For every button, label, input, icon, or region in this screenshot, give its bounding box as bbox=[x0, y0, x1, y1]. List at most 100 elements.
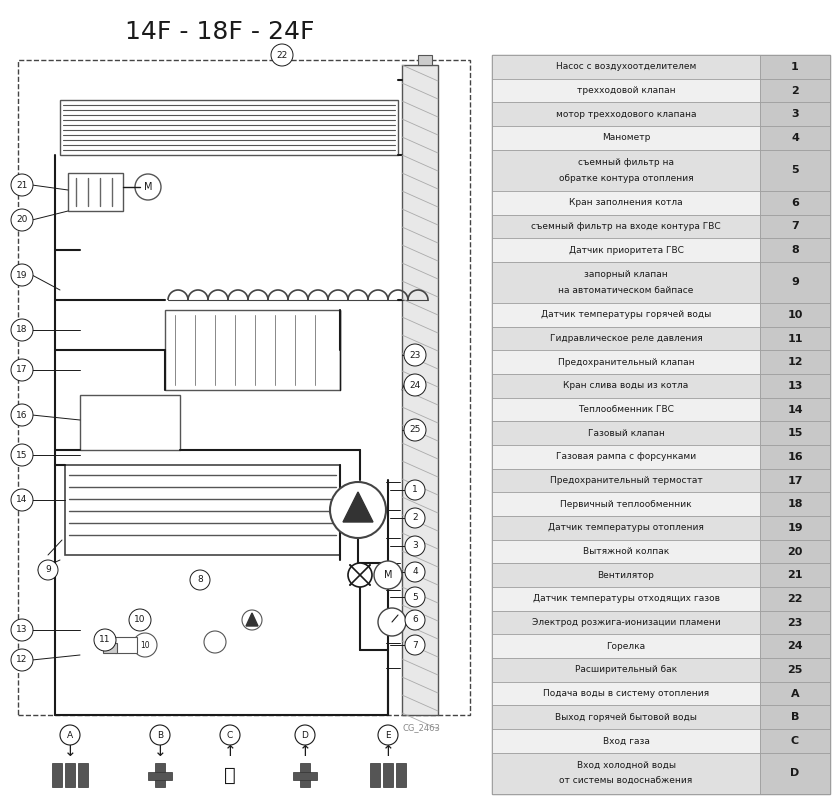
Bar bbox=[492, 262, 760, 303]
Text: 14: 14 bbox=[787, 404, 803, 415]
Polygon shape bbox=[246, 613, 258, 626]
Text: 6: 6 bbox=[412, 615, 418, 625]
Text: 19: 19 bbox=[16, 271, 28, 280]
Bar bbox=[370, 763, 380, 787]
Bar bbox=[760, 215, 830, 238]
Text: 25: 25 bbox=[409, 426, 421, 435]
Bar bbox=[165, 310, 340, 390]
Bar bbox=[760, 191, 830, 215]
Text: 5: 5 bbox=[791, 165, 799, 175]
Text: 1: 1 bbox=[791, 62, 799, 72]
Circle shape bbox=[60, 725, 80, 745]
Text: Электрод розжига-ионизации пламени: Электрод розжига-ионизации пламени bbox=[531, 618, 721, 627]
Text: Гидравлическое реле давления: Гидравлическое реле давления bbox=[550, 334, 702, 343]
Circle shape bbox=[135, 174, 161, 200]
Text: 22: 22 bbox=[787, 594, 803, 604]
Bar bbox=[492, 469, 760, 492]
Bar bbox=[300, 763, 310, 787]
Circle shape bbox=[404, 374, 426, 396]
Circle shape bbox=[38, 560, 58, 580]
Circle shape bbox=[405, 536, 425, 556]
Text: M: M bbox=[384, 570, 392, 580]
Text: 25: 25 bbox=[788, 665, 803, 675]
Text: ↓: ↓ bbox=[153, 745, 167, 760]
Bar bbox=[492, 682, 760, 706]
Bar bbox=[492, 658, 760, 682]
Bar bbox=[492, 421, 760, 445]
Text: Горелка: Горелка bbox=[607, 642, 645, 651]
Text: ↓: ↓ bbox=[64, 745, 76, 760]
Bar bbox=[760, 149, 830, 191]
Text: E: E bbox=[385, 730, 391, 740]
Bar bbox=[760, 492, 830, 516]
Text: Насос с воздухоотделителем: Насос с воздухоотделителем bbox=[556, 62, 696, 71]
Text: Расширительный бак: Расширительный бак bbox=[575, 666, 677, 674]
Text: Выход горячей бытовой воды: Выход горячей бытовой воды bbox=[555, 713, 697, 721]
Bar bbox=[492, 215, 760, 238]
Text: Кран заполнения котла: Кран заполнения котла bbox=[569, 198, 683, 207]
Bar bbox=[760, 126, 830, 149]
Circle shape bbox=[11, 404, 33, 426]
Bar bbox=[60, 100, 398, 155]
Bar bbox=[760, 78, 830, 102]
Text: 13: 13 bbox=[788, 381, 803, 391]
Circle shape bbox=[11, 619, 33, 641]
Text: A: A bbox=[67, 730, 73, 740]
Text: от системы водоснабжения: от системы водоснабжения bbox=[560, 777, 693, 786]
Text: 9: 9 bbox=[45, 566, 51, 574]
Circle shape bbox=[405, 480, 425, 500]
Circle shape bbox=[295, 725, 315, 745]
Text: Датчик температуры отопления: Датчик температуры отопления bbox=[548, 523, 704, 532]
Text: 18: 18 bbox=[787, 499, 803, 509]
Text: D: D bbox=[790, 769, 799, 778]
Bar bbox=[760, 303, 830, 327]
Text: 11: 11 bbox=[787, 333, 803, 344]
Circle shape bbox=[190, 570, 210, 590]
Circle shape bbox=[11, 444, 33, 466]
Text: 12: 12 bbox=[787, 357, 803, 368]
Circle shape bbox=[11, 649, 33, 671]
Text: Вентилятор: Вентилятор bbox=[597, 570, 654, 580]
Bar bbox=[492, 445, 760, 469]
Polygon shape bbox=[343, 492, 373, 522]
Bar bbox=[760, 563, 830, 587]
Bar bbox=[760, 706, 830, 729]
Circle shape bbox=[405, 562, 425, 582]
Text: 22: 22 bbox=[277, 50, 287, 59]
Text: на автоматическом байпасе: на автоматическом байпасе bbox=[558, 286, 694, 295]
Text: 16: 16 bbox=[16, 411, 28, 419]
Bar bbox=[760, 658, 830, 682]
Text: 11: 11 bbox=[99, 635, 111, 645]
Bar bbox=[492, 351, 760, 374]
Text: 24: 24 bbox=[410, 380, 421, 389]
Bar bbox=[492, 398, 760, 421]
Bar bbox=[492, 753, 760, 794]
Text: Кран слива воды из котла: Кран слива воды из котла bbox=[563, 381, 689, 391]
Bar bbox=[760, 398, 830, 421]
Circle shape bbox=[11, 174, 33, 196]
Bar bbox=[492, 327, 760, 351]
Text: ↑: ↑ bbox=[224, 745, 236, 760]
Bar bbox=[492, 587, 760, 610]
Circle shape bbox=[271, 44, 293, 66]
Text: Газовая рампа с форсунками: Газовая рампа с форсунками bbox=[556, 452, 696, 461]
Text: 14F - 18F - 24F: 14F - 18F - 24F bbox=[125, 20, 315, 44]
Circle shape bbox=[150, 725, 170, 745]
Text: Вход холодной воды: Вход холодной воды bbox=[577, 761, 675, 769]
Bar bbox=[492, 374, 760, 398]
Text: 21: 21 bbox=[16, 181, 28, 189]
Text: 16: 16 bbox=[787, 452, 803, 462]
Circle shape bbox=[242, 610, 262, 630]
Bar bbox=[492, 149, 760, 191]
Bar bbox=[760, 729, 830, 753]
Text: съемный фильтр на: съемный фильтр на bbox=[578, 157, 674, 166]
Bar bbox=[492, 492, 760, 516]
Bar bbox=[155, 763, 165, 787]
Text: 15: 15 bbox=[16, 451, 28, 459]
Text: 8: 8 bbox=[197, 575, 203, 585]
Text: 18: 18 bbox=[16, 325, 28, 335]
Bar bbox=[760, 540, 830, 563]
Bar bbox=[492, 78, 760, 102]
Bar bbox=[492, 55, 760, 78]
Text: Датчик температуры отходящих газов: Датчик температуры отходящих газов bbox=[532, 594, 720, 603]
